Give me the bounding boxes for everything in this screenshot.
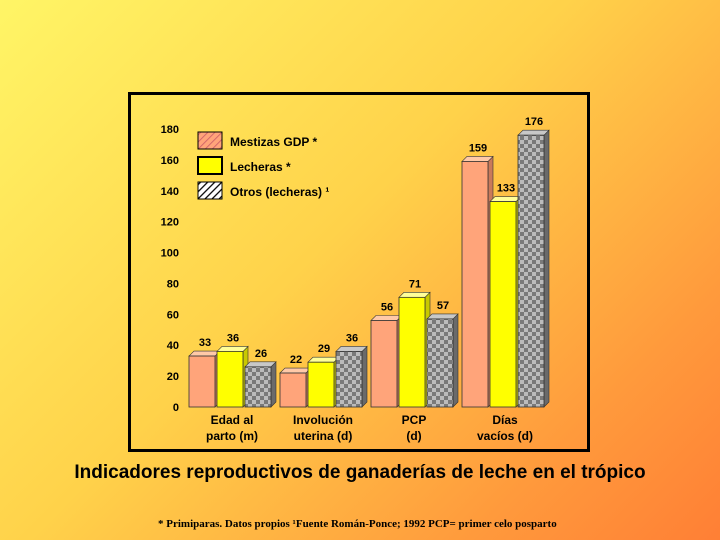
y-tick-label: 60 xyxy=(167,309,179,321)
bar xyxy=(370,320,398,408)
bar-side xyxy=(543,129,550,408)
chart-frame xyxy=(128,92,590,452)
bar-top xyxy=(489,196,522,202)
data-label: 71 xyxy=(409,278,421,290)
bar xyxy=(426,318,454,408)
category-label: uterina (d) xyxy=(294,429,353,443)
category-label: Involución xyxy=(293,413,353,427)
bar xyxy=(461,161,489,408)
bar-top xyxy=(426,313,459,320)
bar-top xyxy=(335,346,368,352)
bar xyxy=(279,372,307,408)
bar-top xyxy=(279,367,312,374)
data-label: 36 xyxy=(227,332,239,344)
bar-side xyxy=(270,361,277,408)
bar-top xyxy=(398,292,431,298)
y-tick-label: 100 xyxy=(161,248,179,260)
data-label: 133 xyxy=(497,183,515,195)
category-label: PCP xyxy=(402,413,427,427)
data-label: 176 xyxy=(525,116,543,128)
bar-top xyxy=(307,356,340,363)
y-tick-label: 80 xyxy=(167,278,179,290)
data-label: 57 xyxy=(437,300,449,312)
bar-top xyxy=(461,156,494,162)
bar xyxy=(517,134,545,408)
legend-swatch-mestizas xyxy=(197,131,223,150)
bar-side xyxy=(452,313,459,408)
data-label: 33 xyxy=(199,337,211,349)
y-tick-label: 20 xyxy=(167,371,179,383)
category-label: Edad al xyxy=(211,413,254,427)
category-labels: Edad al parto (m) Involución uterina (d) PCP… xyxy=(206,413,533,443)
bar xyxy=(216,350,244,408)
category-label: parto (m) xyxy=(206,429,258,443)
data-label: 22 xyxy=(290,354,302,366)
y-tick-label: 160 xyxy=(161,155,179,167)
y-tick-label: 40 xyxy=(167,340,179,352)
bar-top xyxy=(244,361,277,368)
bars: 33 22 56 159 36 29 71 133 26 36 57 176 xyxy=(188,116,550,408)
bar xyxy=(335,350,363,408)
legend-label-lecheras: Lecheras * xyxy=(230,160,291,174)
legend-label-otros: Otros (lecheras) ¹ xyxy=(230,185,329,199)
bar xyxy=(489,201,517,408)
bar xyxy=(398,296,426,408)
y-tick-label: 140 xyxy=(161,186,179,198)
y-tick-label: 120 xyxy=(161,217,179,229)
bar xyxy=(244,366,272,408)
legend-swatch-otros xyxy=(197,181,223,200)
data-label: 56 xyxy=(381,302,393,314)
data-label: 26 xyxy=(255,348,267,360)
y-tick-label: 0 xyxy=(173,402,179,414)
bar-top xyxy=(517,129,550,136)
bar xyxy=(188,355,216,408)
legend-swatch-lecheras xyxy=(197,156,223,175)
bar xyxy=(307,361,335,408)
bar-top xyxy=(370,315,403,321)
bar-top xyxy=(216,346,249,352)
data-label: 29 xyxy=(318,343,330,355)
category-label: vacíos (d) xyxy=(477,429,533,443)
footnote: * Primiparas. Datos propios ¹Fuente Romá… xyxy=(158,518,557,530)
chart-title: Indicadores reproductivos de ganaderías … xyxy=(74,462,646,483)
legend-label-mestizas: Mestizas GDP * xyxy=(230,135,317,149)
category-label: Días xyxy=(492,413,518,427)
category-label: (d) xyxy=(406,429,421,443)
y-tick-label: 180 xyxy=(161,124,179,136)
data-label: 159 xyxy=(469,142,487,154)
data-label: 36 xyxy=(346,332,358,344)
legend: Mestizas GDP * Lecheras * Otros (lechera… xyxy=(197,131,329,200)
bar-top xyxy=(188,350,221,357)
bar-side xyxy=(361,345,368,408)
y-axis: 0 20 40 60 80 100 120 140 160 180 xyxy=(161,124,179,414)
